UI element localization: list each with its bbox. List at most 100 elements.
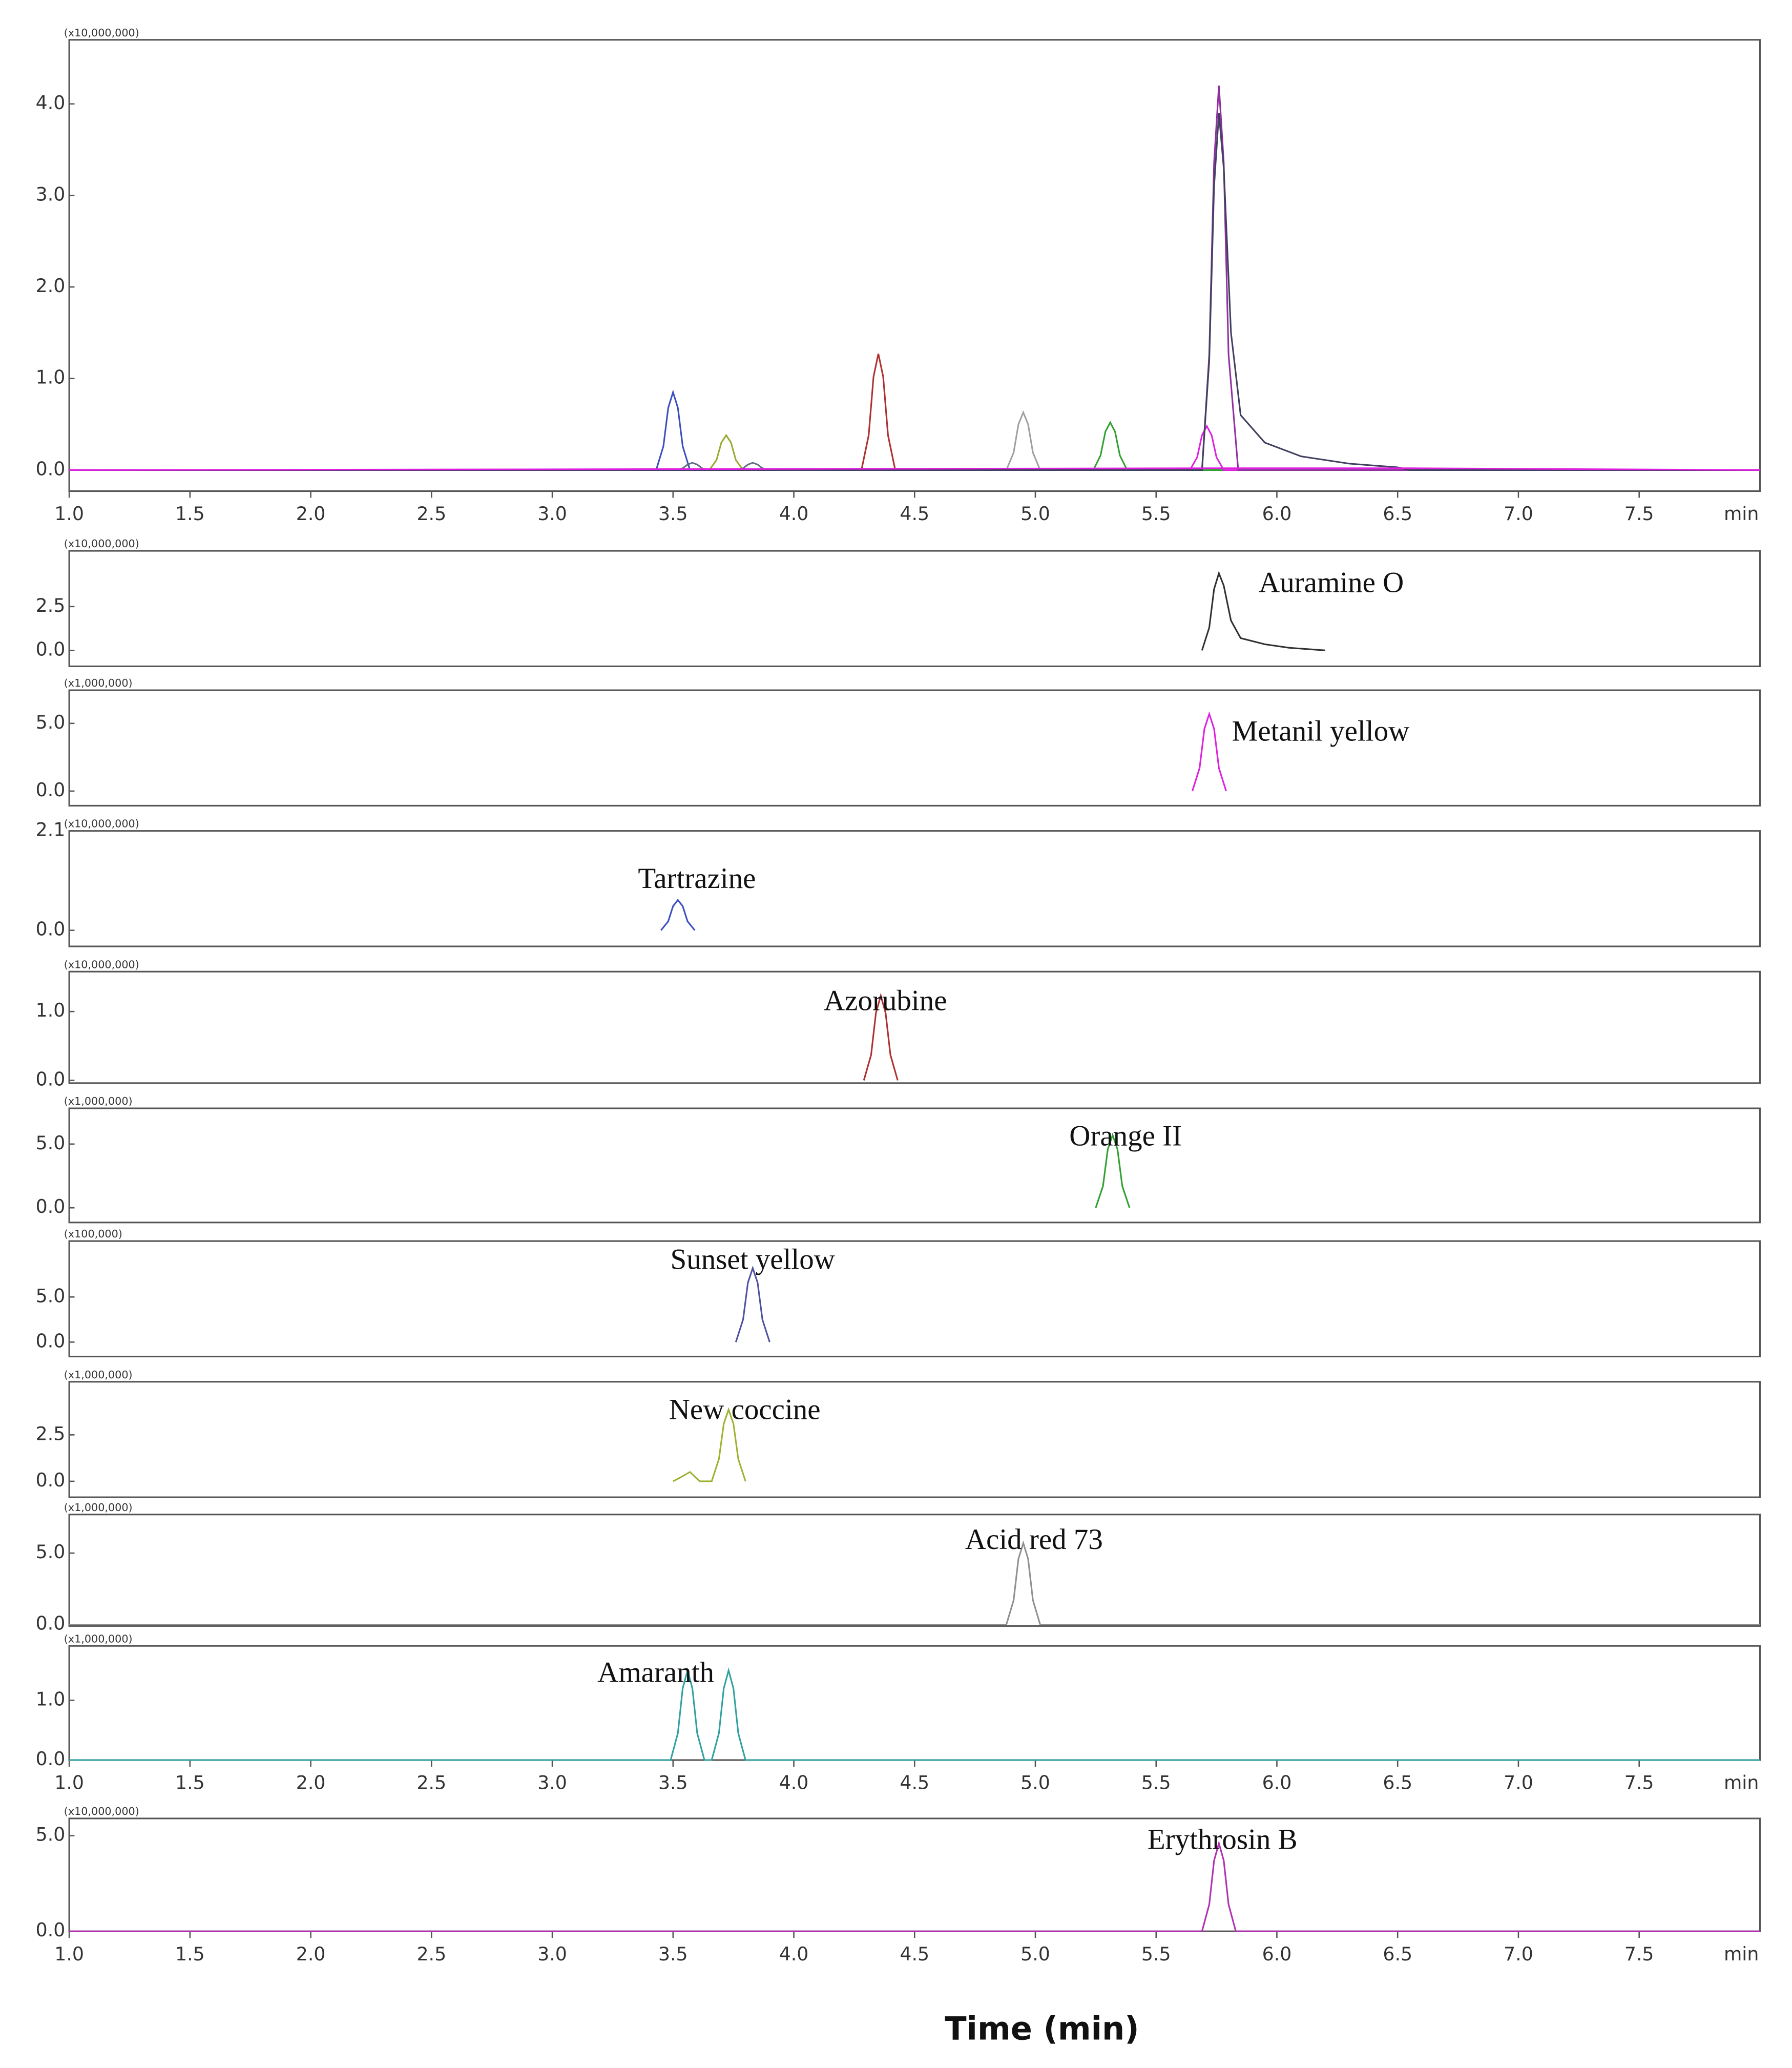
y-tick-label: 4.0	[36, 92, 66, 114]
trace	[69, 424, 1760, 471]
x-tick-label: 7.0	[1504, 1943, 1533, 1965]
y-tick-label: 1.0	[36, 1688, 66, 1710]
scale-label: (x1,000,000)	[64, 677, 133, 689]
y-tick-label: 0.0	[36, 1748, 66, 1770]
x-tick-label: 3.5	[658, 1772, 688, 1794]
trace	[69, 421, 1760, 471]
trace	[69, 113, 1760, 471]
x-tick-label: 4.5	[900, 1943, 929, 1965]
trace	[69, 354, 1760, 471]
scale-label: (x1,000,000)	[64, 1632, 133, 1645]
trace	[69, 389, 1760, 471]
scale-label: (x1,000,000)	[64, 1095, 133, 1107]
scale-label: (x1,000,000)	[64, 1369, 133, 1381]
trace	[1191, 711, 1227, 792]
x-tick-label: 7.5	[1624, 1772, 1654, 1794]
x-tick-label: 2.0	[296, 1772, 326, 1794]
y-tick-label: 0.0	[36, 1469, 66, 1491]
y-tick-label: 0.0	[36, 1195, 66, 1217]
y-tick-label: 0.0	[36, 1068, 66, 1090]
x-tick-label: 5.0	[1020, 1772, 1050, 1794]
x-tick-label: 2.0	[296, 503, 326, 525]
y-tick-label: 5.0	[36, 1824, 66, 1846]
peak-annotation: Orange II	[1069, 1120, 1182, 1152]
x-tick-label: 4.0	[779, 503, 809, 525]
y-tick-label: 3.0	[36, 183, 66, 205]
y-tick-label: 0.0	[36, 918, 66, 940]
y-tick-label: 0.0	[36, 638, 66, 660]
figure-x-label: Time (min)	[945, 2010, 1139, 2048]
panel-frame	[68, 1107, 1761, 1224]
trace	[69, 1667, 1760, 1761]
peak-annotation: Sunset yellow	[671, 1244, 835, 1276]
peak-annotation: New coccine	[669, 1393, 821, 1425]
trace	[1201, 571, 1325, 651]
trace	[735, 1266, 770, 1342]
y-tick-label: 5.0	[36, 1132, 66, 1154]
trace	[1095, 1132, 1131, 1208]
trace	[660, 899, 696, 931]
x-tick-label: 5.5	[1141, 1943, 1171, 1965]
y-tick-label: 0.0	[36, 1612, 66, 1635]
trace	[863, 992, 899, 1081]
x-axis-unit: min	[1724, 1943, 1759, 1965]
peak-annotation: Amaranth	[597, 1656, 714, 1688]
x-tick-label: 2.5	[416, 1772, 446, 1794]
x-tick-label: 6.0	[1262, 503, 1292, 525]
peak-annotation: Metanil yellow	[1232, 715, 1410, 748]
x-tick-label: 1.0	[54, 1943, 84, 1965]
y-tick-label: 2.5	[36, 1422, 66, 1444]
peak-annotation: Erythrosin B	[1148, 1824, 1298, 1856]
y-tick-label: 2.0	[36, 275, 66, 297]
trace	[69, 433, 1760, 471]
panel-frame	[68, 970, 1761, 1084]
panel-frame	[68, 1381, 1761, 1498]
y-tick-label: 5.0	[36, 1285, 66, 1307]
x-axis-unit: min	[1724, 1772, 1759, 1794]
x-tick-label: 6.5	[1383, 1943, 1412, 1965]
x-tick-label: 7.5	[1624, 1943, 1654, 1965]
trace	[69, 467, 1760, 471]
x-tick-label: 2.0	[296, 1943, 326, 1965]
scale-label: (x100,000)	[64, 1228, 122, 1240]
x-tick-label: 7.0	[1504, 1772, 1533, 1794]
trace	[69, 1840, 1760, 1932]
x-tick-label: 5.5	[1141, 503, 1171, 525]
y-tick-label: 0.0	[36, 1330, 66, 1352]
y-tick-label: 1.0	[36, 999, 66, 1021]
scale-label: (x1,000,000)	[64, 1501, 133, 1514]
x-tick-label: 3.5	[658, 503, 688, 525]
panel-frame	[68, 550, 1761, 667]
x-tick-label: 1.5	[175, 503, 205, 525]
y-tick-label: 5.0	[36, 1541, 66, 1563]
x-tick-label: 3.0	[537, 1943, 567, 1965]
x-tick-label: 4.0	[779, 1943, 809, 1965]
x-tick-label: 3.0	[537, 1772, 567, 1794]
x-tick-label: 1.0	[54, 1772, 84, 1794]
x-tick-label: 4.5	[900, 1772, 929, 1794]
x-tick-label: 5.0	[1020, 1943, 1050, 1965]
trace	[673, 1407, 746, 1482]
x-tick-label: 1.0	[54, 503, 84, 525]
x-tick-label: 6.5	[1383, 503, 1412, 525]
y-tick-label: 2.1	[36, 819, 66, 841]
x-tick-label: 1.5	[175, 1772, 205, 1794]
panel-frame	[68, 830, 1761, 947]
scale-label: (x10,000,000)	[64, 818, 139, 830]
x-tick-label: 4.5	[900, 503, 929, 525]
x-tick-label: 3.0	[537, 503, 567, 525]
x-tick-label: 6.0	[1262, 1772, 1292, 1794]
x-tick-label: 7.0	[1504, 503, 1533, 525]
x-tick-label: 5.0	[1020, 503, 1050, 525]
x-tick-label: 2.5	[416, 503, 446, 525]
peak-annotation: Auramine O	[1259, 566, 1404, 598]
x-tick-label: 7.5	[1624, 503, 1654, 525]
x-tick-label: 6.5	[1383, 1772, 1412, 1794]
y-tick-label: 0.0	[36, 779, 66, 801]
y-tick-label: 0.0	[36, 458, 66, 480]
scale-label: (x10,000,000)	[64, 27, 139, 39]
panel-frame	[68, 1514, 1761, 1627]
y-tick-label: 5.0	[36, 711, 66, 733]
panel-frame	[68, 1240, 1761, 1358]
